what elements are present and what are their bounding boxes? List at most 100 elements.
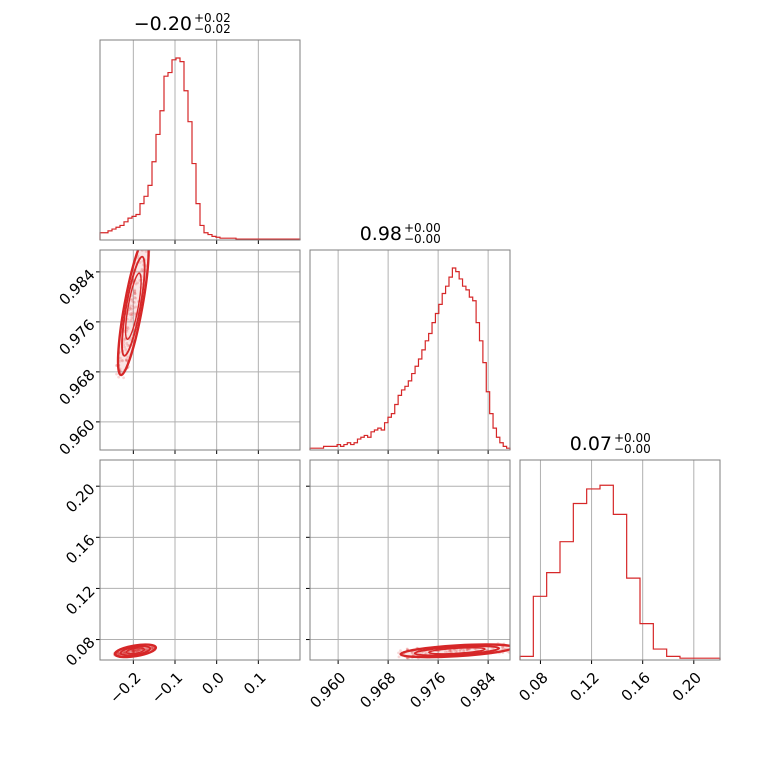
scatter-point xyxy=(133,648,137,652)
scatter-point xyxy=(148,244,151,247)
x-tick-label: 0.20 xyxy=(669,669,705,705)
scatter-point xyxy=(132,306,136,310)
scatter-point xyxy=(144,250,148,253)
scatter-point xyxy=(452,648,456,652)
scatter-point xyxy=(123,345,126,349)
y-tick-label: 0.976 xyxy=(55,316,98,359)
scatter-point xyxy=(133,292,137,295)
scatter-point xyxy=(448,649,452,653)
scatter-point xyxy=(138,648,142,652)
scatter-point xyxy=(397,655,401,659)
scatter-point xyxy=(131,300,135,304)
scatter-point xyxy=(133,312,137,316)
scatter-point xyxy=(131,649,135,653)
scatter-point xyxy=(131,649,135,653)
scatter-point xyxy=(128,306,132,310)
scatter-point xyxy=(132,300,136,304)
scatter-point xyxy=(133,291,136,295)
scatter-point xyxy=(121,359,125,363)
scatter-point xyxy=(126,344,130,347)
scatter-point xyxy=(118,356,122,360)
x-tick-label: 0.1 xyxy=(240,669,270,699)
x-tick-label: −0.2 xyxy=(106,669,144,707)
title-value: 0.07 xyxy=(570,433,612,455)
x-tick-label: 0.12 xyxy=(567,669,603,705)
scatter-point xyxy=(397,651,400,655)
title-value: −0.20 xyxy=(134,13,192,35)
scatter-point xyxy=(144,244,147,247)
scatter-point xyxy=(125,358,128,361)
scatter-point xyxy=(454,650,458,653)
x-tick-label: 0.984 xyxy=(456,669,499,712)
scatter-point xyxy=(458,648,462,652)
scatter-point xyxy=(150,646,154,650)
scatter-point xyxy=(127,312,130,315)
histogram-param-0 xyxy=(99,57,301,240)
panel-frame xyxy=(99,39,301,241)
scatter-point xyxy=(129,306,132,310)
scatter-point xyxy=(511,647,514,650)
panel-frame xyxy=(99,459,301,661)
scatter-point xyxy=(425,651,428,655)
scatter-point xyxy=(132,650,135,654)
scatter-point xyxy=(448,649,451,653)
scatter-point xyxy=(120,358,124,362)
scatter-point xyxy=(465,647,469,651)
y-tick-label: 0.984 xyxy=(55,266,98,309)
scatter-point xyxy=(135,648,138,652)
scatter-point xyxy=(122,651,126,655)
scatter-point xyxy=(133,649,137,653)
x-tick-label: 0.968 xyxy=(356,669,399,712)
scatter-point xyxy=(136,648,140,652)
title-plus: +0.02 xyxy=(194,11,231,25)
scatter-point xyxy=(124,348,128,352)
density-contour xyxy=(121,255,146,357)
scatter-point xyxy=(465,648,469,652)
x-tick-label: 0.16 xyxy=(618,669,654,705)
scatter-point xyxy=(450,650,454,654)
scatter-point xyxy=(129,336,133,340)
scatter-point xyxy=(133,292,137,296)
scatter-point xyxy=(132,649,135,653)
scatter-point xyxy=(130,313,134,316)
x-tick-label: 0.0 xyxy=(198,669,228,699)
title-minus: −0.02 xyxy=(194,22,231,36)
scatter-point xyxy=(140,267,144,271)
scatter-point xyxy=(124,358,128,362)
density-contour xyxy=(113,643,158,659)
scatter-point xyxy=(443,650,447,653)
scatter-point xyxy=(145,247,148,250)
scatter-point xyxy=(130,307,134,311)
scatter-point xyxy=(130,299,133,302)
scatter-point xyxy=(126,355,130,359)
scatter-point xyxy=(138,648,142,652)
pair-plot-1-2 xyxy=(397,642,514,660)
scatter-point xyxy=(131,649,135,653)
scatter-point xyxy=(130,650,134,653)
density-contour xyxy=(116,250,150,377)
y-tick-label: 0.08 xyxy=(62,633,98,669)
scatter-point xyxy=(136,649,140,653)
scatter-point xyxy=(150,646,154,650)
panel-frame xyxy=(99,249,301,451)
density-contour xyxy=(119,645,152,657)
scatter-point xyxy=(131,311,135,315)
x-tick-label: 0.976 xyxy=(406,669,449,712)
scatter-point xyxy=(474,648,478,652)
y-tick-label: 0.16 xyxy=(62,531,98,567)
scatter-point xyxy=(507,651,510,654)
scatter-point xyxy=(420,651,423,655)
scatter-point xyxy=(138,246,141,249)
scatter-point xyxy=(133,648,136,652)
scatter-point xyxy=(131,297,134,301)
scatter-point xyxy=(125,342,129,345)
scatter-point xyxy=(138,260,142,264)
panel-title-1: 0.98 +0.00−0.00 xyxy=(360,221,441,246)
scatter-point xyxy=(445,650,449,654)
scatter-point xyxy=(137,648,141,652)
scatter-point xyxy=(135,648,139,652)
scatter-point xyxy=(139,247,142,250)
density-contour xyxy=(428,647,486,655)
title-minus: −0.00 xyxy=(404,232,441,246)
scatter-point xyxy=(131,304,135,308)
